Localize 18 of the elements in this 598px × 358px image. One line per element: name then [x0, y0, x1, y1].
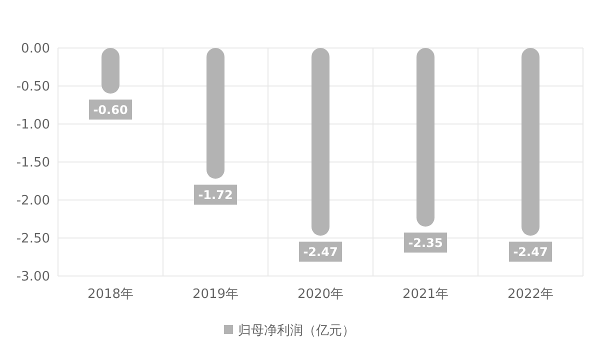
y-tick-label: -1.50 [16, 156, 50, 171]
y-tick-label: 0.00 [21, 42, 50, 57]
x-tick-label: 2020年 [297, 287, 344, 302]
x-tick-label: 2022年 [507, 287, 554, 302]
y-tick-label: -0.50 [16, 80, 50, 95]
text: -1.72 [198, 188, 233, 202]
text: -0.60 [93, 102, 128, 117]
x-tick-label: 2018年 [87, 287, 134, 302]
text: -2.47 [303, 244, 338, 259]
y-tick-label: -2.50 [16, 232, 50, 247]
legend-label: 归母净利润（亿元） [238, 324, 355, 339]
x-tick-label: 2021年 [402, 287, 449, 302]
y-tick-label: -3.00 [16, 270, 50, 285]
y-tick-label: -2.00 [16, 194, 50, 209]
x-tick-label: 2019年 [192, 287, 239, 302]
text: -2.47 [513, 244, 548, 259]
y-tick-label: -1.00 [16, 118, 50, 133]
text: -2.35 [408, 236, 443, 250]
